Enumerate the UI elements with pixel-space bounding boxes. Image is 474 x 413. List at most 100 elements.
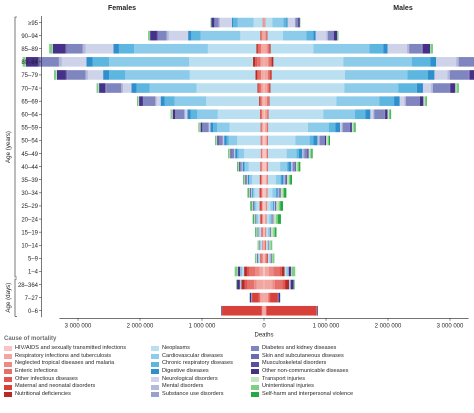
bar-males-13-9 xyxy=(276,175,281,185)
bar-females-2-18 xyxy=(150,31,157,41)
bar-females-2-12 xyxy=(169,31,188,41)
bar-females-12-11 xyxy=(243,162,245,172)
bar-males-13-2 xyxy=(266,175,267,185)
legend-item: Neglected tropical diseases and malaria xyxy=(4,360,126,368)
bar-males-15-15 xyxy=(275,201,276,211)
bar-males-8-4 xyxy=(267,109,268,119)
bar-males-15-8 xyxy=(267,201,270,211)
bar-females-20-18 xyxy=(238,267,240,277)
bar-females-17-8 xyxy=(260,227,262,237)
bar-males-14-8 xyxy=(268,188,273,198)
bar-females-12-10 xyxy=(244,162,245,172)
bar-females-8-18 xyxy=(173,109,176,119)
bar-males-6-10 xyxy=(398,83,417,93)
bar-males-22-18 xyxy=(278,293,280,303)
bar-females-4-11 xyxy=(86,57,92,67)
bar-males-16-1 xyxy=(264,214,265,224)
bar-males-9-12 xyxy=(340,123,341,133)
bar-females-10-18 xyxy=(217,136,218,146)
bar-females-7-4 xyxy=(260,96,261,106)
bar-females-8-2 xyxy=(262,109,263,119)
bar-males-13-8 xyxy=(268,175,276,185)
bar-males-5-7 xyxy=(271,70,272,80)
bar-males-11-20 xyxy=(310,149,311,159)
bar-females-21-20 xyxy=(236,280,237,290)
bar-males-19-18 xyxy=(271,254,272,264)
bar-females-20-9 xyxy=(242,267,243,277)
bar-females-9-5 xyxy=(261,123,262,133)
bar-females-11-19 xyxy=(230,149,231,159)
bar-females-12-19 xyxy=(238,162,239,172)
bar-males-7-5 xyxy=(268,96,269,106)
bar-females-9-13 xyxy=(209,123,210,133)
bar-females-9-10 xyxy=(213,123,217,133)
bar-males-20-5 xyxy=(279,267,282,277)
bar-males-22-2 xyxy=(264,293,268,303)
bar-females-10-12 xyxy=(223,136,224,146)
bar-males-14-9 xyxy=(272,188,275,198)
legend-label: Maternal and neonatal disorders xyxy=(15,383,95,389)
bar-males-17-18 xyxy=(270,227,271,237)
bar-females-19-4 xyxy=(261,254,262,264)
legend-item: Chronic respiratory diseases xyxy=(151,360,233,368)
bar-females-9-8 xyxy=(229,123,260,133)
bar-females-11-9 xyxy=(239,149,244,159)
bar-males-7-1 xyxy=(264,96,265,106)
bar-females-15-11 xyxy=(254,201,255,211)
bar-females-10-8 xyxy=(237,136,261,146)
bar-females-20-2 xyxy=(260,267,264,277)
age-tick-label: 5–9 xyxy=(28,257,39,263)
bar-males-1-18 xyxy=(298,18,300,28)
bar-females-8-19 xyxy=(172,109,173,119)
bar-females-21-3 xyxy=(254,280,256,290)
bar-males-1-15 xyxy=(296,18,298,28)
bar-males-2-9 xyxy=(283,31,307,41)
bar-males-5-15 xyxy=(450,70,469,80)
bar-females-1-11 xyxy=(232,18,233,28)
legend-item: Other non-communicable diseases xyxy=(251,368,353,376)
legend-item: Unintentional injuries xyxy=(251,383,353,391)
bar-females-7-13 xyxy=(156,96,157,106)
bar-males-10-13 xyxy=(318,136,319,146)
bar-males-4-12 xyxy=(436,57,456,67)
bar-females-5-9 xyxy=(125,70,189,80)
bar-males-8-1 xyxy=(264,109,265,119)
bar-males-11-11 xyxy=(299,149,302,159)
bar-males-9-14 xyxy=(342,123,343,133)
bar-females-6-20 xyxy=(97,83,98,93)
bar-males-8-5 xyxy=(268,109,269,119)
bar-females-16-19 xyxy=(254,214,255,224)
bar-females-12-21 xyxy=(237,162,238,172)
bar-females-2-10 xyxy=(191,31,200,41)
bar-males-7-15 xyxy=(406,96,420,106)
bar-females-20-12 xyxy=(241,267,242,277)
bar-females-1-10 xyxy=(233,18,237,28)
bar-males-11-9 xyxy=(287,149,297,159)
legend-swatch xyxy=(4,377,12,382)
bar-males-11-1 xyxy=(264,149,266,159)
bar-females-8-1 xyxy=(264,109,265,119)
bar-males-5-13 xyxy=(447,70,449,80)
bar-males-11-4 xyxy=(267,149,268,159)
bar-males-22-5 xyxy=(269,293,270,303)
bar-females-14-8 xyxy=(255,188,260,198)
bar-males-2-2 xyxy=(264,31,266,41)
bar-females-17-6 xyxy=(261,227,262,237)
bar-females-7-19 xyxy=(138,96,139,106)
bar-females-7-2 xyxy=(262,96,264,106)
bar-females-2-20 xyxy=(148,31,150,41)
bar-females-11-10 xyxy=(237,149,238,159)
bar-males-7-7 xyxy=(269,96,270,106)
bar-males-2-13 xyxy=(326,31,327,41)
bar-males-14-18 xyxy=(280,188,281,198)
legend-label: Nutritional deficiencies xyxy=(15,391,71,397)
bar-females-22-4 xyxy=(259,293,260,303)
bar-females-14-18 xyxy=(250,188,251,198)
bar-females-15-6 xyxy=(260,201,262,211)
legend-label: Respiratory infections and tuberculosis xyxy=(15,353,111,359)
age-tick-label: 45–49 xyxy=(21,152,38,158)
bar-males-9-19 xyxy=(352,123,353,133)
bar-females-21-7 xyxy=(241,280,244,290)
bar-females-21-6 xyxy=(245,280,246,290)
